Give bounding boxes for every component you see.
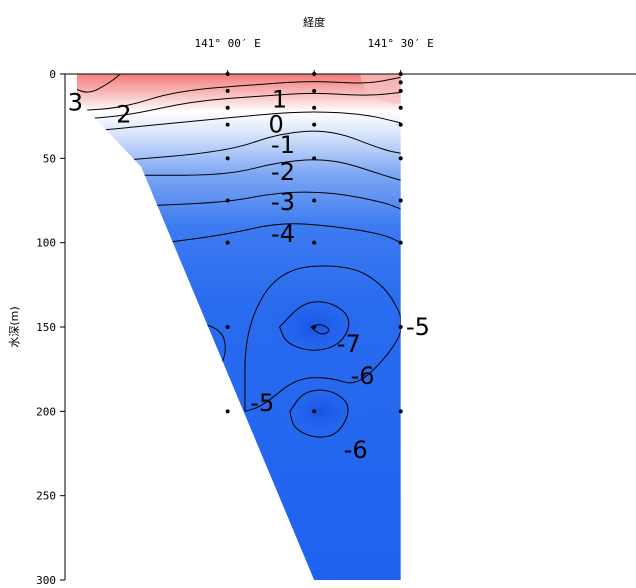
y-tick-label-4: 200 xyxy=(36,405,56,418)
sample-point-st1-4 xyxy=(225,156,230,161)
y-tick-label-0: 0 xyxy=(49,68,56,81)
x-tick-label-1: 141° 30′ E xyxy=(368,37,434,50)
contour-minus5-outer xyxy=(244,265,401,412)
contour-minus1 xyxy=(106,130,401,163)
sample-point-st2-3 xyxy=(312,122,317,127)
contour-label-0: 3 xyxy=(68,89,83,117)
sample-point-st2-1 xyxy=(312,88,317,93)
warm-water-patch-east xyxy=(360,74,401,104)
contour-2 xyxy=(77,76,401,112)
sample-point-st2-2 xyxy=(312,105,317,110)
sample-point-st3-6 xyxy=(398,198,403,203)
sample-point-st2-7 xyxy=(312,325,317,329)
tick-labels: 0 50 100 150 200 250 300 141° 00′ E 141° 30′ E xyxy=(36,37,434,587)
contour-label-3: 0 xyxy=(268,111,283,139)
y-tick-label-1: 50 xyxy=(43,152,56,165)
contour-minus6-lower xyxy=(289,389,349,438)
sample-point-st2-4 xyxy=(312,156,317,161)
contour-label-6: -3 xyxy=(271,188,295,216)
contour-minus4 xyxy=(165,223,401,244)
contour-label-2: 1 xyxy=(272,85,287,113)
contour-0 xyxy=(89,111,401,132)
sample-point-st2-8 xyxy=(312,409,317,414)
sample-point-st1-5 xyxy=(225,198,230,203)
sample-point-st1-2 xyxy=(225,105,230,110)
sample-points xyxy=(225,72,403,414)
sample-point-st1-3 xyxy=(225,122,230,127)
x-axis-title: 経度 xyxy=(303,15,325,29)
contour-label-12: -6 xyxy=(344,436,368,464)
contour-label-11: -5 xyxy=(250,389,274,417)
y-tick-label-6: 300 xyxy=(36,574,56,587)
contour-minus2 xyxy=(141,159,401,181)
x-tick-label-0: 141° 00′ E xyxy=(195,37,261,50)
sample-point-st3-7 xyxy=(398,240,403,245)
contour-label-1: 2 xyxy=(116,100,131,128)
sample-point-st1-6 xyxy=(225,240,230,245)
contour-3 xyxy=(77,74,121,93)
sample-point-st1-8 xyxy=(225,409,230,414)
warm-water-patch xyxy=(77,74,137,114)
section-fill xyxy=(77,74,401,580)
contour-lines xyxy=(77,74,401,438)
sample-point-st3-5 xyxy=(398,156,403,161)
contour-1 xyxy=(77,92,401,121)
y-tick-label-2: 100 xyxy=(36,237,56,250)
y-tick-label-5: 250 xyxy=(36,490,56,503)
sample-point-st3-4 xyxy=(398,122,403,127)
sample-point-st3-1 xyxy=(398,80,403,85)
contour-labels: 3 2 10-1-2-3 -4 -5 -7 -6 -5 -6 xyxy=(68,85,430,464)
cold-core-lower xyxy=(276,381,367,442)
sample-point-st3-3 xyxy=(398,105,403,110)
sample-point-st3-9 xyxy=(398,409,403,414)
contour-label-8: -5 xyxy=(406,313,430,341)
contour-minus3 xyxy=(151,191,401,210)
sample-point-st1-7 xyxy=(225,325,230,329)
y-axis-title: 水深(m) xyxy=(8,306,21,347)
sample-point-st1-1 xyxy=(225,88,230,93)
contour-label-10: -6 xyxy=(351,362,375,390)
sample-point-st3-2 xyxy=(398,88,403,93)
sample-point-st2-5 xyxy=(312,198,317,203)
contour-label-7: -4 xyxy=(271,220,295,248)
contour-minus6-upper xyxy=(279,301,350,351)
y-tick-label-3: 150 xyxy=(36,321,56,334)
contour-label-5: -2 xyxy=(271,158,295,186)
contour-label-4: -1 xyxy=(271,131,295,159)
sample-point-st2-6 xyxy=(312,240,317,245)
contour-label-9: -7 xyxy=(337,330,361,358)
sample-point-st3-8 xyxy=(398,325,403,329)
